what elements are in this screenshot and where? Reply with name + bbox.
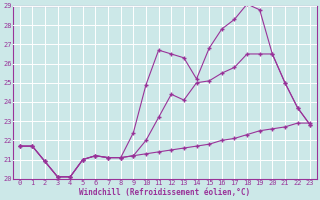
X-axis label: Windchill (Refroidissement éolien,°C): Windchill (Refroidissement éolien,°C) bbox=[79, 188, 251, 197]
